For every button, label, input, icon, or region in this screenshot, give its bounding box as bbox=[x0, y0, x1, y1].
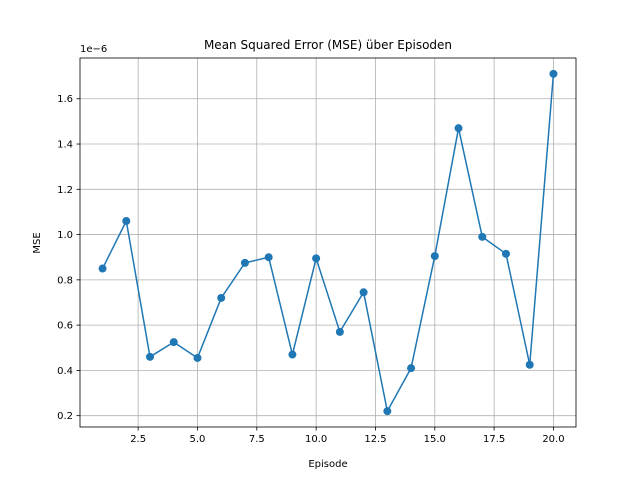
mse-data-point bbox=[169, 338, 178, 347]
x-tick-label: 17.5 bbox=[483, 434, 505, 445]
mse-data-point bbox=[501, 249, 510, 258]
y-axis-label: MSE bbox=[32, 232, 43, 253]
mse-data-point bbox=[478, 232, 487, 241]
x-axis-ticks: 2.5 5.0 7.5 10.0 12.5 15.0 17.5 20.0 bbox=[130, 427, 565, 445]
y-axis-ticks: 0.2 0.4 0.6 0.8 1.0 1.2 1.4 1.6 bbox=[57, 94, 80, 422]
grid bbox=[80, 58, 576, 427]
y-tick-label: 1.2 bbox=[57, 185, 73, 196]
mse-data-point bbox=[98, 264, 107, 273]
x-tick-label: 7.5 bbox=[249, 434, 265, 445]
mse-data-point bbox=[217, 293, 226, 302]
mse-data-point bbox=[122, 216, 131, 225]
y-tick-label: 1.6 bbox=[57, 94, 73, 105]
plot-frame bbox=[79, 57, 577, 428]
y-axis-offset-label: 1e−6 bbox=[80, 44, 107, 55]
y-tick-label: 0.6 bbox=[57, 321, 73, 332]
mse-data-point bbox=[193, 353, 202, 362]
mse-data-point bbox=[264, 253, 273, 262]
y-tick-label: 0.4 bbox=[57, 366, 73, 377]
y-tick-label: 0.2 bbox=[57, 411, 73, 422]
mse-data-point bbox=[288, 350, 297, 359]
x-tick-label: 15.0 bbox=[424, 434, 446, 445]
x-axis-label: Episode bbox=[308, 459, 347, 470]
series-layer bbox=[98, 69, 558, 416]
chart-title: Mean Squared Error (MSE) über Episoden bbox=[204, 38, 452, 52]
x-tick-label: 2.5 bbox=[130, 434, 146, 445]
mse-series-line bbox=[101, 73, 555, 412]
x-tick-label: 10.0 bbox=[305, 434, 327, 445]
mse-data-point bbox=[240, 258, 249, 267]
mse-data-point bbox=[407, 364, 416, 373]
y-tick-label: 1.4 bbox=[57, 140, 73, 151]
x-tick-label: 5.0 bbox=[190, 434, 206, 445]
mse-data-point bbox=[549, 69, 558, 78]
mse-data-point bbox=[454, 124, 463, 133]
mse-data-point bbox=[525, 360, 534, 369]
y-tick-label: 0.8 bbox=[57, 275, 73, 286]
mse-data-point bbox=[383, 407, 392, 416]
x-tick-label: 12.5 bbox=[364, 434, 386, 445]
mse-data-point bbox=[430, 252, 439, 261]
mse-data-point bbox=[312, 254, 321, 263]
mse-data-point bbox=[146, 352, 155, 361]
x-tick-label: 20.0 bbox=[542, 434, 564, 445]
y-tick-label: 1.0 bbox=[57, 230, 73, 241]
mse-data-point bbox=[359, 288, 368, 297]
mse-data-point bbox=[335, 327, 344, 336]
